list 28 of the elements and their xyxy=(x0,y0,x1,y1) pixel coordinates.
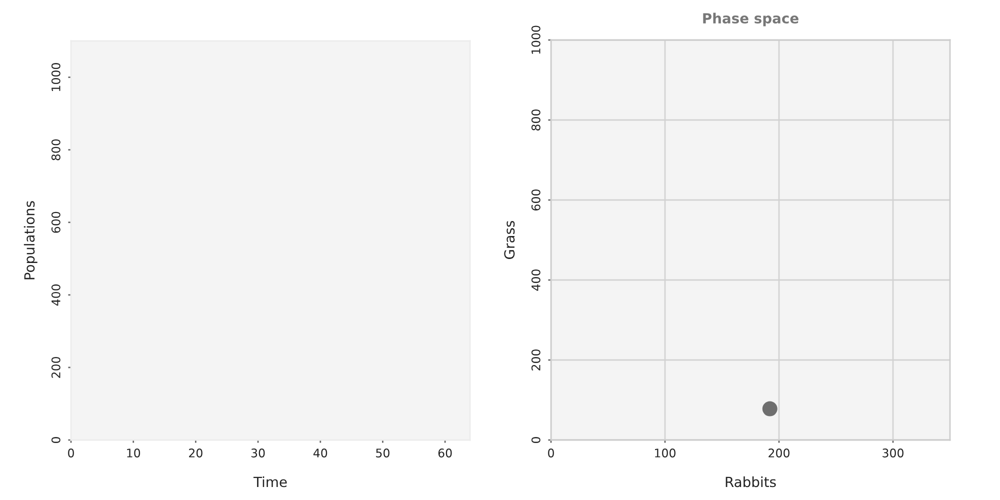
x-tick-label: 100 xyxy=(655,448,676,458)
y-tick-label: 1000 xyxy=(51,63,60,91)
y-tick-label: 400 xyxy=(51,284,60,306)
y-axis-title: Populations xyxy=(24,201,38,280)
x-tick-label: 200 xyxy=(768,448,790,458)
x-tick-label: 0 xyxy=(548,448,554,458)
y-tick-label: 600 xyxy=(531,190,540,210)
y-tick-label: 800 xyxy=(531,110,540,130)
x-axis-title: Time xyxy=(253,476,287,488)
y-tick-label: 800 xyxy=(51,139,60,160)
x-tick-label: 0 xyxy=(68,448,74,458)
x-tick-label: 20 xyxy=(189,448,202,458)
y-tick-label: 0 xyxy=(531,437,540,443)
x-axis-title: Rabbits xyxy=(726,476,776,488)
x-tick-label: 30 xyxy=(251,448,265,458)
y-tick-label: 200 xyxy=(51,356,60,378)
x-tick-label: 40 xyxy=(313,448,328,458)
y-tick-label: 200 xyxy=(531,350,540,370)
y-tick-label: 400 xyxy=(531,270,540,291)
y-axis-title: Grass xyxy=(504,220,515,259)
y-tick-label: 0 xyxy=(51,437,60,443)
x-tick-label: 10 xyxy=(127,448,140,458)
chart-title: Phase space xyxy=(703,12,798,26)
x-tick-label: 300 xyxy=(882,448,904,458)
x-tick-label: 50 xyxy=(376,448,390,458)
x-tick-label: 60 xyxy=(438,448,452,458)
y-tick-label: 1000 xyxy=(531,26,540,54)
y-tick-label: 600 xyxy=(51,212,60,233)
